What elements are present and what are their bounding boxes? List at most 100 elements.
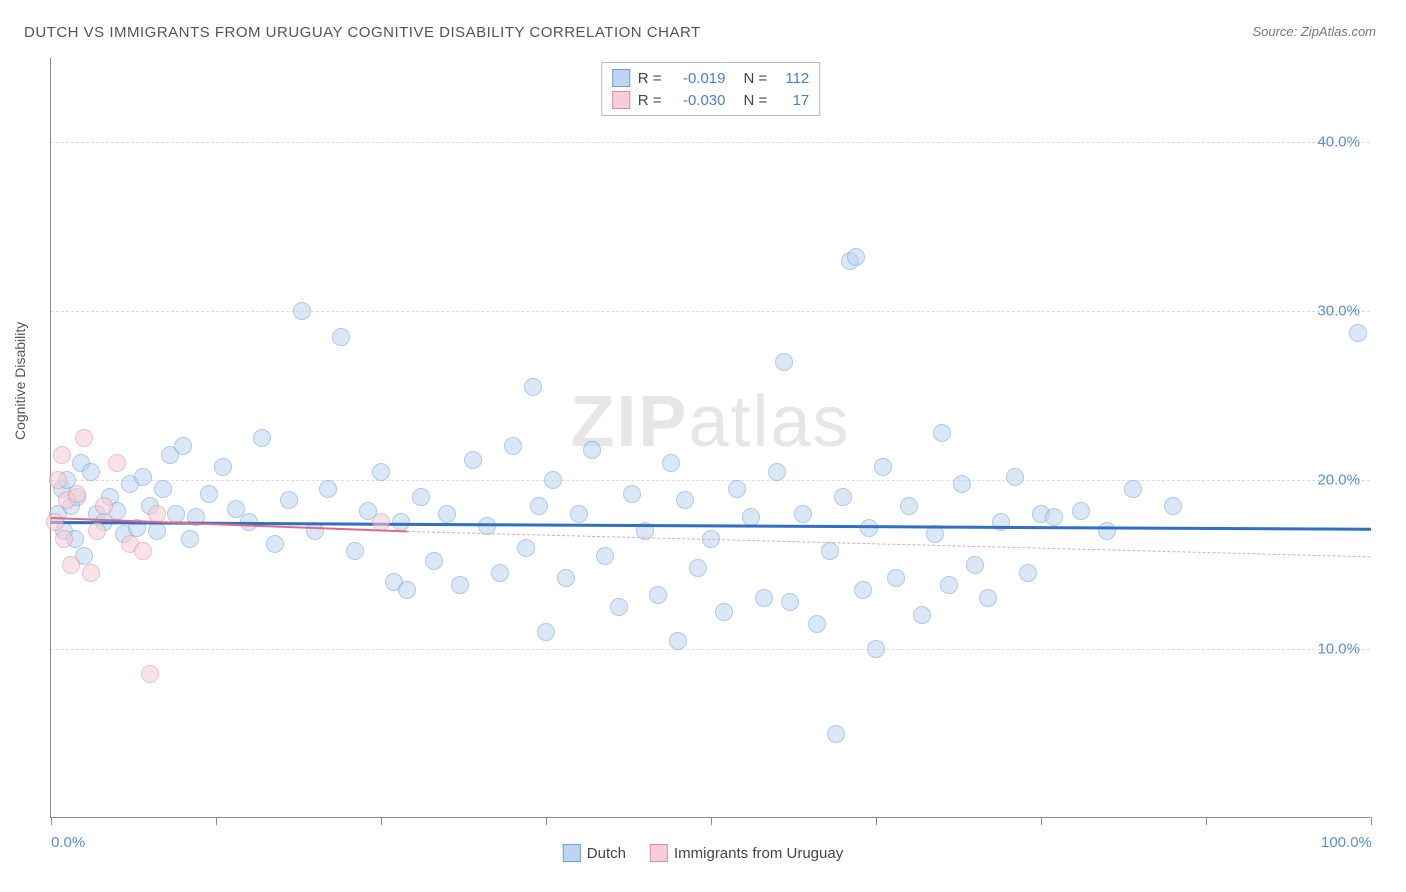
data-point (887, 569, 905, 587)
legend-label: Dutch (587, 845, 626, 862)
data-point (464, 451, 482, 469)
y-tick-label: 20.0% (1317, 472, 1360, 489)
data-point (689, 559, 707, 577)
legend-swatch (650, 844, 668, 862)
data-point (827, 725, 845, 743)
data-point (781, 593, 799, 611)
data-point (154, 480, 172, 498)
legend-swatch (563, 844, 581, 862)
data-point (88, 522, 106, 540)
data-point (669, 632, 687, 650)
legend-item: Immigrants from Uruguay (650, 844, 843, 862)
data-point (847, 248, 865, 266)
data-point (266, 535, 284, 553)
data-point (319, 480, 337, 498)
x-tick (1041, 817, 1042, 825)
x-tick (1206, 817, 1207, 825)
data-point (1019, 564, 1037, 582)
legend-label: Immigrants from Uruguay (674, 845, 843, 862)
data-point (62, 556, 80, 574)
data-point (596, 547, 614, 565)
data-point (1006, 468, 1024, 486)
data-point (808, 615, 826, 633)
data-point (913, 606, 931, 624)
data-point (181, 530, 199, 548)
gridline (51, 480, 1370, 481)
data-point (834, 488, 852, 506)
stat-label: R = (638, 70, 662, 87)
legend-swatch (612, 91, 630, 109)
data-point (874, 458, 892, 476)
data-point (728, 480, 746, 498)
data-point (280, 491, 298, 509)
data-point (867, 640, 885, 658)
legend-swatch (612, 69, 630, 87)
data-point (504, 437, 522, 455)
data-point (55, 530, 73, 548)
data-point (451, 576, 469, 594)
data-point (933, 424, 951, 442)
data-point (544, 471, 562, 489)
data-point (557, 569, 575, 587)
series-legend: Dutch Immigrants from Uruguay (563, 832, 843, 874)
data-point (583, 441, 601, 459)
watermark: ZIPatlas (570, 381, 850, 463)
gridline (51, 649, 1370, 650)
data-point (46, 513, 64, 531)
data-point (649, 586, 667, 604)
y-tick-label: 40.0% (1317, 134, 1360, 151)
data-point (108, 454, 126, 472)
data-point (293, 302, 311, 320)
data-point (82, 564, 100, 582)
stat-label: N = (744, 92, 768, 109)
x-tick (1371, 817, 1372, 825)
legend-row: R = -0.030 N = 17 (612, 89, 810, 111)
data-point (200, 485, 218, 503)
data-point (141, 665, 159, 683)
data-point (530, 497, 548, 515)
data-point (68, 485, 86, 503)
stat-label: N = (744, 70, 768, 87)
data-point (75, 429, 93, 447)
correlation-legend: R = -0.019 N = 112 R = -0.030 N = 17 (601, 62, 821, 116)
data-point (82, 463, 100, 481)
data-point (524, 378, 542, 396)
data-point (49, 471, 67, 489)
data-point (253, 429, 271, 447)
r-value: -0.019 (670, 70, 726, 87)
gridline (51, 311, 1370, 312)
data-point (966, 556, 984, 574)
data-point (1045, 508, 1063, 526)
data-point (979, 589, 997, 607)
x-tick (876, 817, 877, 825)
data-point (940, 576, 958, 594)
n-value: 17 (775, 92, 809, 109)
data-point (332, 328, 350, 346)
data-point (1098, 522, 1116, 540)
x-tick (711, 817, 712, 825)
data-point (425, 552, 443, 570)
chart-title: DUTCH VS IMMIGRANTS FROM URUGUAY COGNITI… (24, 24, 701, 41)
data-point (1349, 324, 1367, 342)
legend-item: Dutch (563, 844, 626, 862)
data-point (438, 505, 456, 523)
x-tick-label: 100.0% (1321, 834, 1372, 851)
legend-row: R = -0.019 N = 112 (612, 67, 810, 89)
trend-line (407, 531, 1371, 557)
x-tick (381, 817, 382, 825)
y-tick-label: 10.0% (1317, 641, 1360, 658)
data-point (623, 485, 641, 503)
n-value: 112 (775, 70, 809, 87)
data-point (412, 488, 430, 506)
data-point (95, 497, 113, 515)
data-point (53, 446, 71, 464)
x-tick-label: 0.0% (51, 834, 85, 851)
data-point (214, 458, 232, 476)
data-point (715, 603, 733, 621)
r-value: -0.030 (670, 92, 726, 109)
data-point (610, 598, 628, 616)
x-tick (546, 817, 547, 825)
source-label: Source: ZipAtlas.com (1252, 24, 1376, 39)
stat-label: R = (638, 92, 662, 109)
data-point (134, 468, 152, 486)
